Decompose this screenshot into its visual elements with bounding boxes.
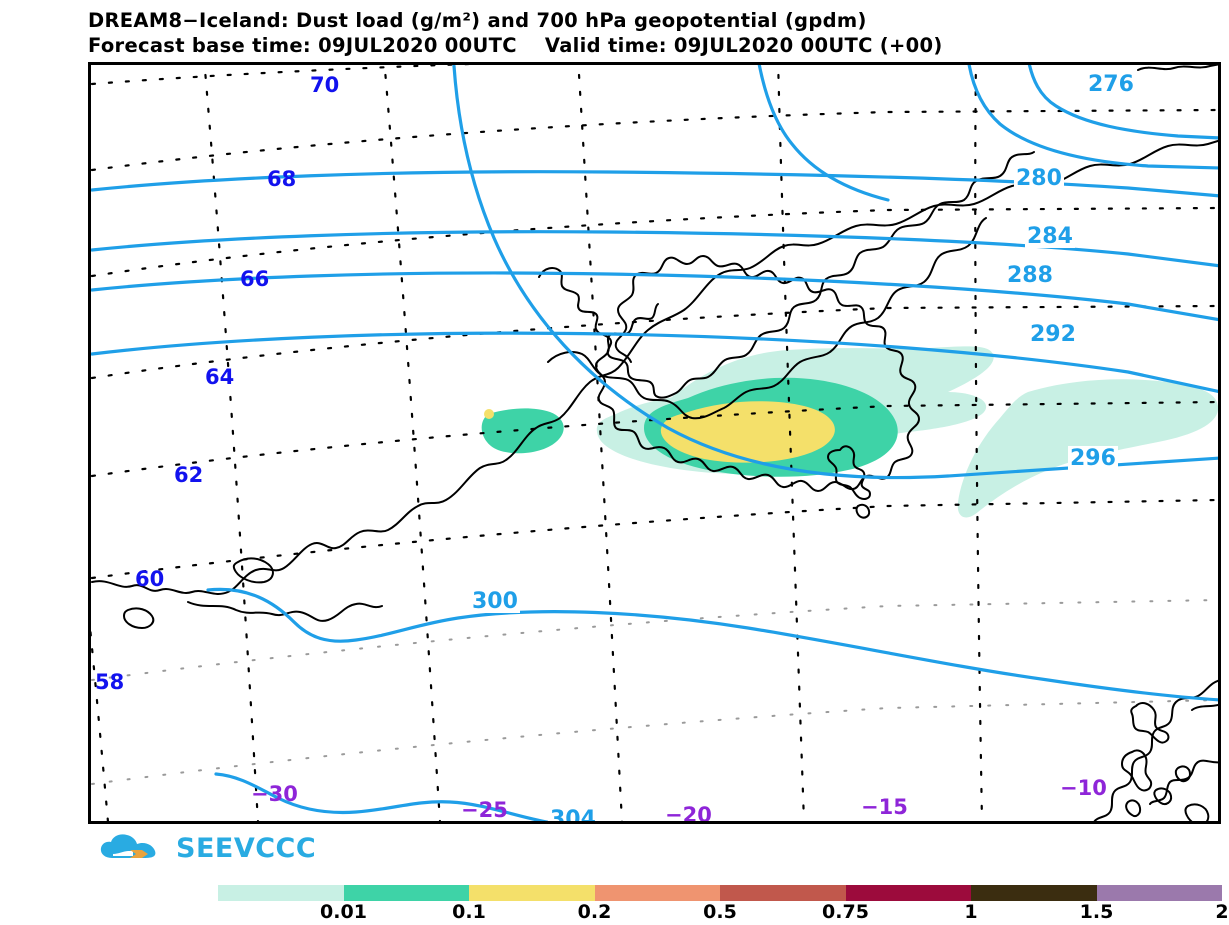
forecast-base-time: Forecast base time: 09JUL2020 00UTC [88, 34, 517, 57]
coast-greenland-inland [187, 601, 383, 622]
geopotential-label: 284 [1027, 224, 1073, 249]
parallel-60 [91, 498, 1218, 580]
coast-hebrides-mid [1121, 749, 1153, 792]
lat-label: 64 [205, 365, 234, 389]
coast-iceland-outline [595, 255, 920, 492]
contour-304 [214, 772, 550, 821]
colorbar-label: 0.5 [703, 901, 737, 923]
cloud-icon [100, 834, 156, 858]
colorbar-label: 0.1 [452, 901, 486, 923]
meridian-m10 [974, 65, 984, 821]
geopotential-label: 280 [1016, 166, 1062, 191]
parallel-62 [91, 400, 1218, 478]
coast-scotland-isle3 [1184, 803, 1210, 821]
parallel-68 [91, 108, 1218, 172]
longitude-labels: −30 −25 −20 −15 −10 [251, 776, 1107, 824]
title-line-times: Forecast base time: 09JUL2020 00UTC Vali… [88, 33, 1223, 58]
colorbar-cell-3 [594, 885, 720, 901]
colorbar-cell-4 [720, 885, 846, 901]
map-frame: 70 68 66 64 62 60 58 −30 −25 −20 −15 [88, 62, 1221, 824]
lat-label: 68 [267, 167, 296, 191]
colorbar-label: 1 [964, 901, 978, 923]
geopotential-label: 300 [472, 589, 518, 614]
contour-276 [1027, 65, 1218, 140]
lon-label: −30 [251, 782, 298, 806]
coast-greenland-north [1137, 65, 1218, 71]
colorbar-label: 0.01 [320, 901, 367, 923]
parallel-58 [91, 599, 1218, 681]
parallel-56 [91, 699, 1218, 785]
coast-faroe-small [855, 503, 871, 519]
colorbar-labels: 0.01 0.1 0.2 0.5 0.75 1 1.5 2 [218, 901, 1229, 925]
contour-292 [91, 331, 1218, 393]
coast-faroe [827, 445, 871, 500]
geopotential-label: 276 [1088, 72, 1134, 97]
colorbar-cell-5 [845, 885, 971, 901]
colorbar-label: 1.5 [1079, 901, 1114, 923]
parallel-70 [91, 65, 472, 86]
meridian-m35 [91, 626, 110, 821]
coast-hebrides-south [1125, 799, 1142, 818]
geopotential-contours [91, 65, 1218, 821]
lat-label: 60 [135, 567, 164, 591]
page-title: DREAM8−Iceland: Dust load (g/m²) and 700… [88, 8, 1223, 58]
coast-iceland [538, 151, 1035, 399]
contour-296 [452, 65, 1218, 480]
geopotential-label: 296 [1070, 446, 1116, 471]
colorbar [218, 885, 1222, 901]
contour-276b [967, 65, 1218, 170]
contour-280 [91, 170, 1218, 198]
meridian-m30 [203, 65, 260, 821]
colorbar-cell-7 [1096, 885, 1222, 901]
colorbar-label: 0.2 [577, 901, 612, 923]
meridian-m25 [383, 65, 442, 821]
geopotential-label: 304 [550, 807, 596, 824]
dust-contour-0p1-west [481, 408, 564, 454]
dust-speck [484, 409, 494, 419]
contour-284 [91, 230, 1218, 268]
coast-iceland-main [547, 217, 987, 420]
latitude-labels: 70 68 66 64 62 60 58 [95, 73, 339, 694]
lon-label: −20 [665, 803, 712, 824]
lon-label: −15 [861, 795, 908, 819]
coast-greenland-island1 [232, 557, 274, 584]
lon-label: −25 [461, 798, 508, 822]
geopotential-label: 292 [1030, 322, 1076, 347]
coast-scotland-isles [1174, 765, 1191, 783]
contour-288 [91, 271, 1218, 322]
colorbar-cell-0 [218, 885, 344, 901]
lon-label: −10 [1060, 776, 1107, 800]
coast-scotland-isle2 [1153, 787, 1173, 806]
geopotential-label: 288 [1007, 263, 1053, 288]
logo-text: SEEVCCC [176, 832, 317, 864]
coast-hebrides-north [1130, 702, 1170, 744]
contour-272 [757, 65, 890, 202]
valid-time: Valid time: 09JUL2020 00UTC (+00) [544, 34, 943, 57]
contour-300 [206, 587, 1218, 702]
coast-greenland [91, 139, 1218, 595]
map-labels: 70 68 66 64 62 60 58 −30 −25 −20 −15 [95, 72, 1136, 824]
coast-scotland [1093, 679, 1218, 821]
geopotential-labels: 276 280 284 288 292 296 300 [470, 72, 1136, 824]
colorbar-label: 2 [1215, 901, 1229, 923]
lat-label: 70 [310, 73, 339, 97]
map-canvas: 70 68 66 64 62 60 58 −30 −25 −20 −15 [91, 65, 1218, 824]
lat-label: 58 [95, 670, 124, 694]
lat-label: 62 [174, 463, 203, 487]
colorbar-cell-1 [343, 885, 469, 901]
coast-greenland-island2 [123, 607, 155, 629]
colorbar-label: 0.75 [822, 901, 869, 923]
seevccc-logo: SEEVCCC [99, 832, 316, 864]
colorbar-cell-6 [971, 885, 1097, 901]
lat-label: 66 [240, 267, 269, 291]
coastlines [91, 65, 1218, 821]
graticule [91, 65, 1218, 580]
graticule-faint [91, 599, 1218, 785]
title-line-variable: DREAM8−Iceland: Dust load (g/m²) and 700… [88, 9, 867, 32]
colorbar-cell-2 [469, 885, 595, 901]
